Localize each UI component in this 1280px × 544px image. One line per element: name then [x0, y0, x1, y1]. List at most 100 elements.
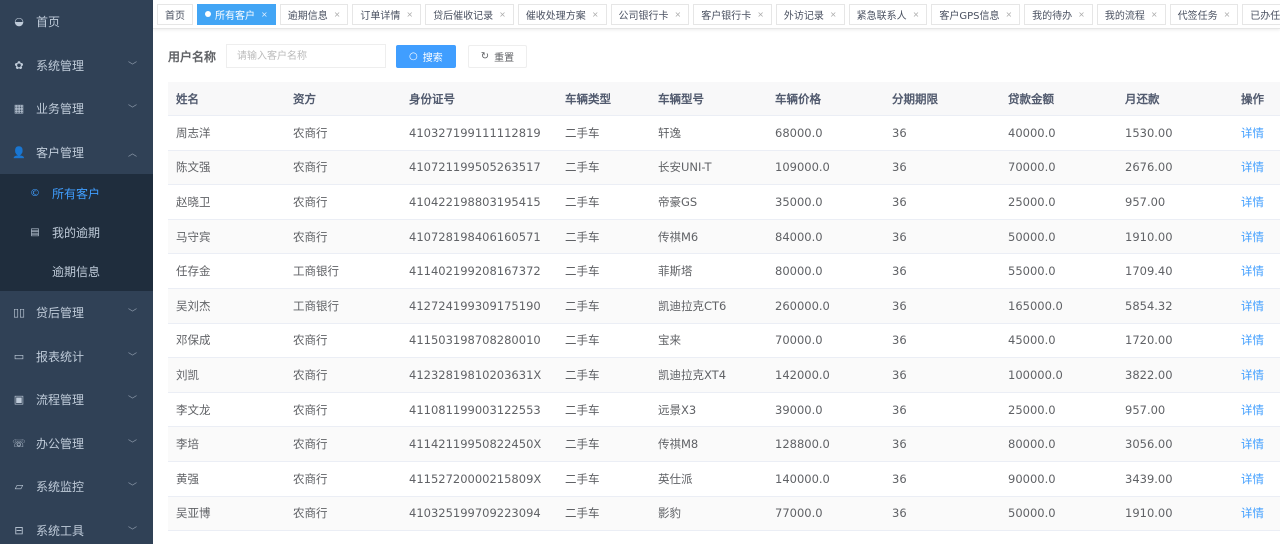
tab[interactable]: 我的待办 ×: [1024, 3, 1093, 25]
sidebar-item-label: 系统监控: [36, 480, 85, 495]
book-icon: ▯▯: [12, 306, 26, 320]
table-cell: 菲斯塔: [658, 264, 693, 279]
table-cell: 农商行: [293, 194, 328, 209]
sidebar-item-label: 客户管理: [36, 145, 85, 160]
tab[interactable]: 逾期信息 ×: [279, 3, 349, 25]
table-cell: 农商行: [293, 160, 328, 175]
tab[interactable]: 公司银行卡 ×: [610, 3, 690, 25]
submenu-item[interactable]: 逾期信息: [0, 252, 153, 291]
details-link[interactable]: 详情: [1241, 125, 1264, 140]
sidebar-item[interactable]: ▭ 报表统计 ﹀: [0, 335, 153, 379]
close-icon[interactable]: ×: [406, 9, 414, 19]
table-cell: 二手车: [565, 125, 600, 140]
tab[interactable]: 紧急联系人 ×: [848, 3, 928, 25]
table-cell: 411503198708280010: [409, 333, 541, 348]
details-link[interactable]: 详情: [1241, 333, 1264, 348]
close-icon[interactable]: ×: [1150, 9, 1158, 19]
close-icon[interactable]: ×: [1078, 9, 1085, 19]
sidebar-item[interactable]: 👤 客户管理 ︿: [0, 131, 153, 175]
details-link[interactable]: 详情: [1241, 506, 1264, 521]
table-cell: 410327199111112819: [409, 125, 541, 140]
tab[interactable]: 订单详情 ×: [352, 3, 422, 25]
close-icon[interactable]: ×: [261, 9, 268, 19]
sidebar-item[interactable]: ◒ 首页: [0, 0, 153, 44]
active-dot-icon: [205, 11, 211, 17]
close-icon[interactable]: ×: [333, 9, 341, 19]
sidebar-item[interactable]: ▱ 系统监控 ﹀: [0, 465, 153, 509]
tab[interactable]: 外访记录 ×: [775, 3, 845, 25]
table-cell: 410422198803195415: [409, 194, 541, 209]
details-link[interactable]: 详情: [1241, 229, 1264, 244]
table-row: 吴亚博 农商行 410325199709223094 二手车 影豹 77000.0 36 50…: [168, 496, 1280, 532]
column-header: 身份证号: [409, 91, 455, 106]
sidebar-item[interactable]: ⊟ 系统工具 ﹀: [0, 509, 153, 544]
table-cell: 410721199505263517: [409, 160, 541, 175]
details-link[interactable]: 详情: [1241, 471, 1264, 486]
column-header: 车辆型号: [658, 91, 704, 106]
tab[interactable]: 客户GPS信息 ×: [931, 3, 1021, 25]
close-icon[interactable]: ×: [1223, 9, 1231, 19]
table-cell: 36: [892, 298, 907, 313]
table-row: 黄强 农商行 41152720000215809X 二手车 英仕派 140000.0 36 9…: [168, 462, 1280, 497]
table-row: 吴刘杰 工商银行 412724199309175190 二手车 凯迪拉克CT6 26000…: [168, 288, 1280, 324]
close-icon[interactable]: ×: [757, 9, 764, 19]
tab[interactable]: 客户银行卡 ×: [693, 3, 772, 25]
table-cell: 农商行: [293, 367, 328, 382]
table-cell: 50000.0: [1008, 506, 1056, 521]
search-button[interactable]: ○ 搜索: [396, 44, 456, 68]
sidebar-item[interactable]: ▯▯ 贷后管理 ﹀: [0, 291, 153, 335]
chevron-icon: ︿: [127, 148, 137, 159]
close-icon[interactable]: ×: [591, 9, 599, 19]
close-icon[interactable]: ×: [1005, 9, 1013, 19]
table-cell: 二手车: [565, 298, 600, 313]
table-row: 刘凯 农商行 41232819810203631X 二手车 凯迪拉克XT4 142000.…: [168, 358, 1280, 393]
reset-button[interactable]: ↻ 重置: [467, 44, 528, 68]
table-cell: 1709.40: [1125, 264, 1173, 279]
search-icon: ○: [409, 50, 418, 62]
table-cell: 凯迪拉克CT6: [658, 298, 727, 313]
table-cell: 陈文强: [176, 160, 211, 175]
table-cell: 李文龙: [176, 402, 211, 417]
table-cell: 40000.0: [1008, 125, 1056, 140]
close-icon[interactable]: ×: [499, 9, 506, 19]
table-row: 陈文强 农商行 410721199505263517 二手车 长安UNI-T 109000…: [168, 150, 1280, 186]
table-cell: 260000.0: [775, 298, 830, 313]
table-cell: 25000.0: [1008, 402, 1056, 417]
table-cell: 1910.00: [1125, 506, 1173, 521]
details-link[interactable]: 详情: [1241, 402, 1264, 417]
customer-name-input[interactable]: [226, 44, 387, 68]
details-link[interactable]: 详情: [1241, 160, 1264, 175]
table-cell: 410728198406160571: [409, 229, 541, 244]
tab[interactable]: 贷后催收记录 ×: [425, 3, 514, 25]
submenu-item[interactable]: ▤ 我的逾期: [0, 213, 153, 252]
table-cell: 36: [892, 125, 907, 140]
tab[interactable]: 我的流程 ×: [1096, 3, 1166, 25]
submenu-item[interactable]: © 所有客户: [0, 174, 153, 213]
table-cell: 128800.0: [775, 437, 830, 452]
details-link[interactable]: 详情: [1241, 437, 1264, 452]
tab[interactable]: 首页: [157, 3, 193, 25]
sidebar-item[interactable]: ☏ 办公管理 ﹀: [0, 422, 153, 466]
close-icon[interactable]: ×: [912, 9, 920, 19]
tab[interactable]: 已办任务×: [1242, 3, 1280, 25]
details-link[interactable]: 详情: [1241, 194, 1264, 209]
tab[interactable]: 代签任务 ×: [1169, 3, 1239, 25]
close-icon[interactable]: ×: [674, 9, 682, 19]
tab[interactable]: 所有客户 ×: [197, 3, 276, 25]
table-cell: 36: [892, 506, 907, 521]
sidebar-item[interactable]: ✿ 系统管理 ﹀: [0, 44, 153, 88]
table-cell: 二手车: [565, 471, 600, 486]
details-link[interactable]: 详情: [1241, 298, 1264, 313]
table-cell: 109000.0: [775, 160, 830, 175]
sidebar-item[interactable]: ▦ 业务管理 ﹀: [0, 87, 153, 131]
column-header: 贷款金额: [1008, 91, 1054, 106]
tab[interactable]: 催收处理方案 ×: [517, 3, 607, 25]
close-icon[interactable]: ×: [829, 9, 837, 19]
table-cell: 二手车: [565, 229, 600, 244]
table-cell: 3056.00: [1125, 437, 1173, 452]
details-link[interactable]: 详情: [1241, 264, 1264, 279]
sidebar-item[interactable]: ▣ 流程管理 ﹀: [0, 378, 153, 422]
table-cell: 41232819810203631X: [409, 367, 542, 382]
details-link[interactable]: 详情: [1241, 367, 1264, 382]
submenu-item-label: 逾期信息: [52, 265, 101, 279]
